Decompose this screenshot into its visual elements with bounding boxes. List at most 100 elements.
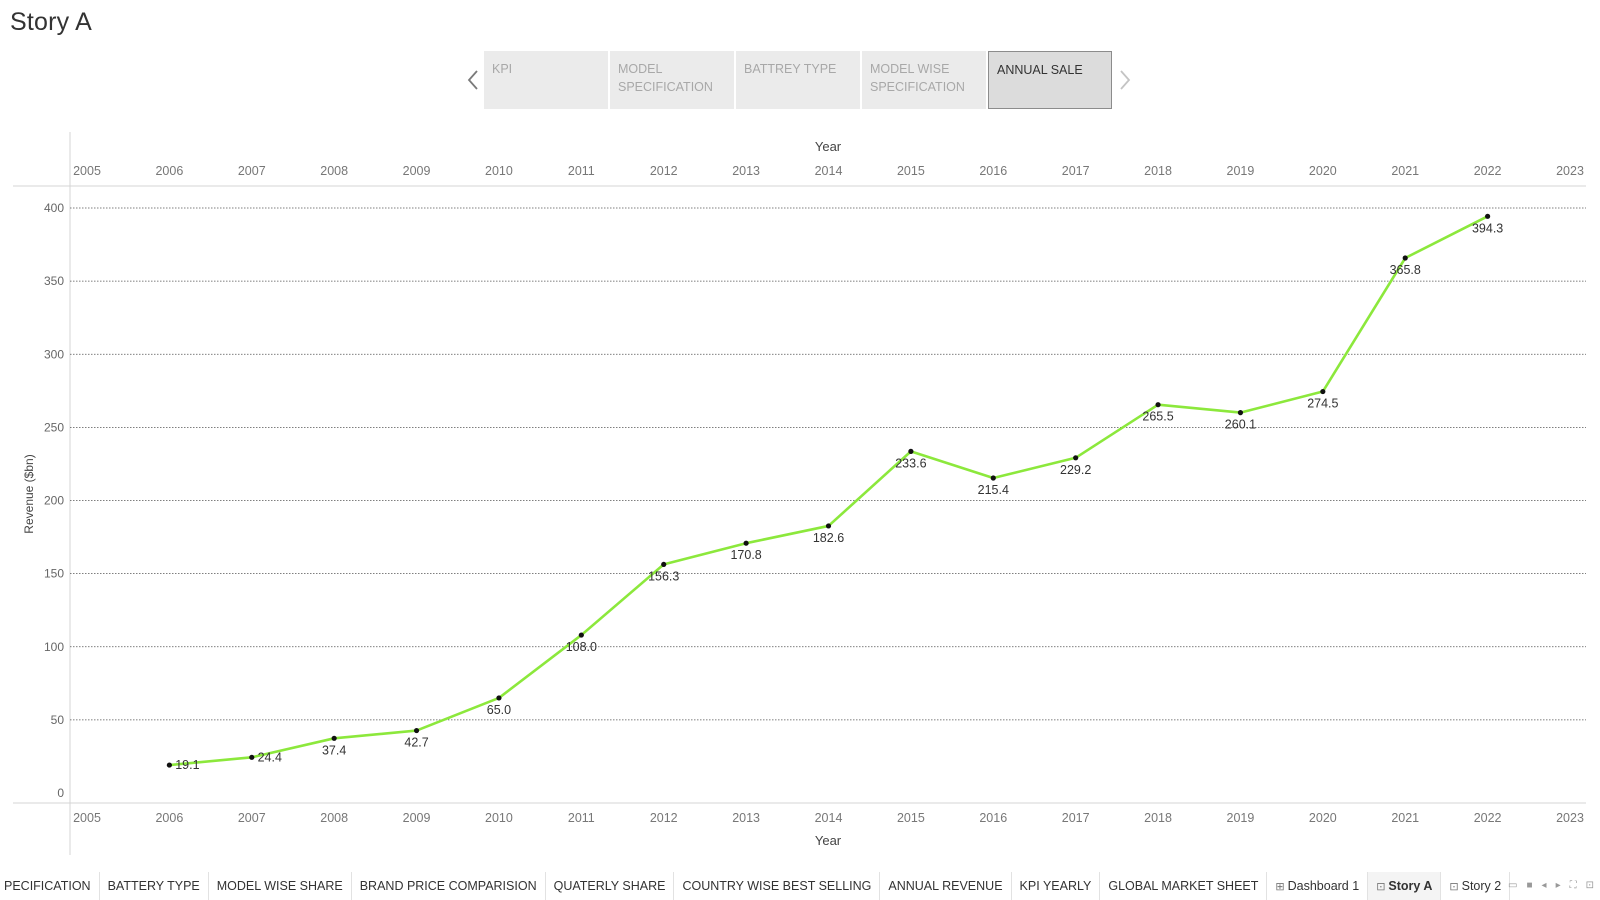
sheet-tab[interactable]: COUNTRY WISE BEST SELLING (674, 872, 881, 900)
sheet-tab-label: ANNUAL REVENUE (888, 879, 1003, 893)
sheet-tab[interactable]: ⊡ Story A (1368, 872, 1442, 900)
scroll-tabs-left-icon[interactable]: ◂ (1541, 880, 1547, 891)
sheet-tab-label: GLOBAL MARKET SHEET (1108, 879, 1259, 893)
annual-revenue-line-chart: 0 50 100 150 200 250 300 350 400 2005 2005 2006 2006… (13, 132, 1586, 855)
show-filmstrip-icon[interactable]: ▭ (1508, 880, 1518, 891)
data-point (825, 523, 832, 529)
next-story-point-button[interactable] (1114, 51, 1136, 109)
x-tick-label-bottom: 2010 (485, 811, 513, 825)
sheet-tab-label: BATTERY TYPE (107, 879, 200, 893)
data-point (413, 727, 420, 734)
data-label: 229.2 (1060, 463, 1091, 477)
y-tick-label: 100 (44, 640, 64, 654)
sheet-tab[interactable]: PECIFICATION (0, 872, 100, 900)
show-sheet-tabs-icon[interactable]: ■ (1526, 880, 1533, 891)
x-tick-label-bottom: 2009 (403, 811, 431, 825)
x-tick-label-top: 2006 (155, 164, 183, 178)
sheet-tab[interactable]: MODEL WISE SHARE (209, 872, 352, 900)
x-tick-label-bottom: 2005 (73, 811, 101, 825)
chevron-right-icon (1120, 70, 1131, 90)
y-tick-label: 250 (44, 420, 64, 434)
x-tick-label-bottom: 2019 (1227, 811, 1255, 825)
sheet-tab-label: MODEL WISE SHARE (216, 879, 343, 893)
data-label: 215.4 (978, 483, 1009, 497)
x-axis-title-top: Year (815, 139, 842, 154)
tab-bar-controls: ▭ ■ ◂ ▸ ⛶ ⊡ (1508, 880, 1594, 891)
previous-story-point-button[interactable] (462, 51, 484, 109)
sheet-tab-label: PECIFICATION (4, 879, 91, 893)
story-point-model-wise-specification[interactable]: MODEL WISE SPECIFICATION (862, 51, 986, 109)
data-point (496, 695, 502, 701)
x-tick-label-bottom: 2020 (1309, 811, 1337, 825)
sheet-tab-label: Story A (1388, 879, 1433, 893)
y-tick-label: 200 (44, 494, 64, 508)
x-tick-label-top: 2021 (1391, 164, 1419, 178)
data-label: 170.8 (730, 548, 761, 562)
sheet-tab-bar: PECIFICATION BATTERY TYPE MODEL WISE SHARE… (0, 872, 1600, 900)
sheet-tab-label: Dashboard 1 (1287, 879, 1360, 893)
x-tick-label-bottom: 2011 (568, 811, 595, 825)
sheet-tab[interactable]: ANNUAL REVENUE (880, 872, 1012, 900)
data-label: 394.3 (1472, 221, 1503, 235)
x-tick-label-top: 2009 (403, 164, 431, 178)
y-tick-label: 150 (44, 567, 64, 581)
data-label: 37.4 (322, 743, 346, 757)
y-tick-label: 350 (44, 274, 64, 288)
data-label: 65.0 (487, 703, 511, 717)
presentation-mode-icon[interactable]: ⊡ (1585, 880, 1594, 891)
data-label: 19.1 (175, 758, 199, 772)
data-point (249, 754, 255, 760)
y-tick-label: 0 (57, 786, 64, 800)
x-tick-label-top: 2005 (73, 164, 101, 178)
revenue-series-line (169, 215, 1489, 767)
sheet-tab[interactable]: QUATERLY SHARE (546, 872, 675, 900)
x-tick-label-bottom: 2014 (815, 811, 843, 825)
data-point (1155, 402, 1161, 408)
x-tick-label-bottom: 2013 (732, 811, 760, 825)
sheet-tab-label: Story 2 (1461, 879, 1502, 893)
data-label: 233.6 (895, 456, 926, 470)
data-label: 265.5 (1142, 410, 1173, 424)
sheet-tab[interactable]: ⊞ Dashboard 1 (1267, 872, 1369, 900)
x-tick-label-bottom: 2022 (1474, 811, 1502, 825)
x-tick-label-bottom: 2012 (650, 811, 678, 825)
data-point (1402, 255, 1408, 261)
scroll-tabs-right-icon[interactable]: ▸ (1555, 880, 1561, 891)
sheet-tab-label: QUATERLY SHARE (553, 879, 666, 893)
x-tick-label-top: 2013 (732, 164, 760, 178)
data-point (908, 448, 914, 454)
sheet-tab[interactable]: ⊡ Story 2 (1441, 872, 1511, 900)
x-tick-label-top: 2023 (1556, 164, 1584, 178)
data-label: 260.1 (1225, 418, 1256, 432)
story-title: Story A (10, 8, 92, 36)
story-point-battrey-type[interactable]: BATTREY TYPE (736, 51, 860, 109)
y-tick-label: 400 (44, 201, 64, 215)
fullscreen-icon[interactable]: ⛶ (1569, 880, 1577, 891)
x-tick-label-top: 2007 (238, 164, 266, 178)
x-tick-label-bottom: 2023 (1556, 811, 1584, 825)
y-axis-title: Revenue ($bn) (22, 454, 36, 533)
sheet-tab[interactable]: GLOBAL MARKET SHEET (1100, 872, 1268, 900)
story-point-annual-sale[interactable]: ANNUAL SALE (988, 51, 1112, 109)
story-point-model-specification[interactable]: MODEL SPECIFICATION (610, 51, 734, 109)
x-tick-label-bottom: 2008 (320, 811, 348, 825)
x-tick-label-top: 2011 (568, 164, 595, 178)
x-tick-label-top: 2018 (1144, 164, 1172, 178)
x-tick-label-top: 2008 (320, 164, 348, 178)
x-tick-label-bottom: 2021 (1391, 811, 1419, 825)
x-tick-label-bottom: 2018 (1144, 811, 1172, 825)
x-tick-label-bottom: 2006 (155, 811, 183, 825)
x-tick-label-top: 2010 (485, 164, 513, 178)
data-label: 182.6 (813, 531, 844, 545)
sheet-tab[interactable]: KPI YEARLY (1012, 872, 1101, 900)
story-point-kpi[interactable]: KPI (484, 51, 608, 109)
dashboard-icon: ⊞ (1275, 881, 1285, 893)
sheet-tab[interactable]: BRAND PRICE COMPARISION (352, 872, 546, 900)
sheet-tab[interactable]: BATTERY TYPE (100, 872, 209, 900)
data-point (1320, 388, 1326, 395)
data-label: 24.4 (258, 750, 282, 764)
data-point (1485, 213, 1491, 219)
data-label: 108.0 (566, 640, 597, 654)
data-point (578, 632, 584, 638)
x-tick-label-top: 2017 (1062, 164, 1090, 178)
